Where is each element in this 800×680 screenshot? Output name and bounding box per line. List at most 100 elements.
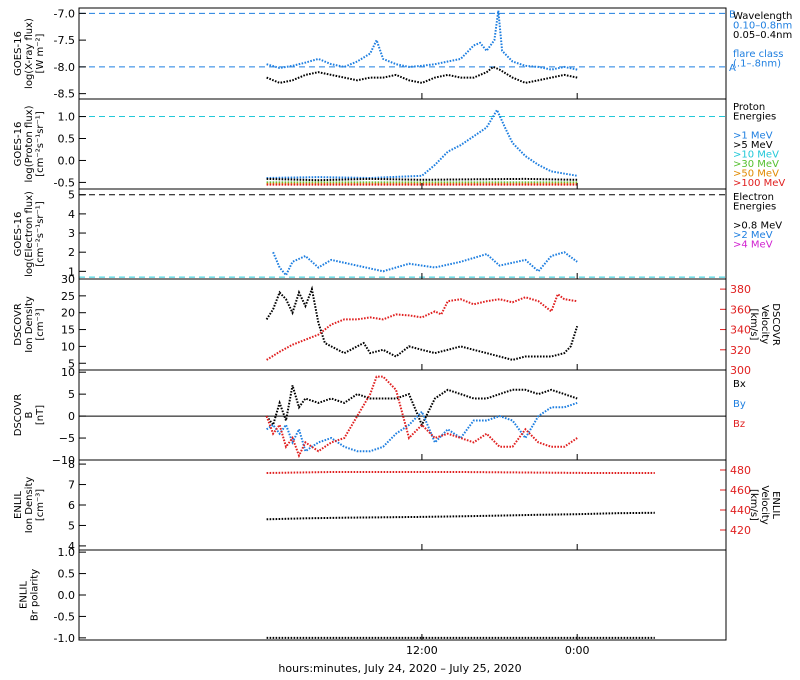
panel-frame bbox=[78, 188, 727, 280]
series-enlil_plasma-1 bbox=[266, 471, 655, 474]
y-tick-label: 0 bbox=[68, 410, 75, 423]
legend-entry: >4 MeV bbox=[733, 240, 773, 251]
y2-tick-label: 360 bbox=[730, 303, 751, 316]
y-tick-label: 5 bbox=[68, 357, 75, 370]
y-tick-label: 0.0 bbox=[58, 589, 76, 602]
y-axis-title-line: B bbox=[24, 411, 35, 418]
y-tick-label: 0.5 bbox=[58, 568, 76, 581]
y-tick-label: 3 bbox=[68, 227, 75, 240]
series-dscovr_mag-1 bbox=[266, 401, 578, 453]
y-axis-title-line: Ion Density bbox=[24, 477, 35, 534]
y-axis-title-line: [cm⁻³] bbox=[35, 308, 46, 340]
y2-axis-title-line: [km/s] bbox=[748, 309, 759, 341]
series-dscovr_mag-0 bbox=[265, 385, 578, 428]
y-axis-title: GOES-16log(Proton flux)[cm⁻²s⁻¹sr⁻¹] bbox=[13, 105, 46, 182]
y-tick-label: -7.5 bbox=[54, 34, 75, 47]
legend-entry: >10 MeV bbox=[733, 150, 779, 161]
y2-axis-title-line: ENLIL bbox=[770, 491, 781, 519]
y-tick-label: 0.0 bbox=[58, 154, 76, 167]
y-tick-label: 10 bbox=[61, 340, 75, 353]
legend-entry: 0.10–0.8nm bbox=[733, 21, 792, 32]
legend-entry: >2 MeV bbox=[733, 230, 773, 241]
legend-entry: (.1–.8nm) bbox=[733, 59, 781, 70]
panel-frame bbox=[78, 7, 727, 100]
y-axis-title: DSCOVRIon Density[cm⁻³] bbox=[13, 296, 46, 353]
panel-dscovr_plasma: 51015202530300320340360380DSCOVRVelocity… bbox=[13, 273, 781, 377]
legend-entry: Bx bbox=[733, 379, 746, 390]
series-xray-1 bbox=[266, 65, 578, 84]
y-axis-title-line: GOES-16 bbox=[13, 122, 24, 167]
y-axis-title-line: ENLIL bbox=[13, 491, 24, 519]
y-tick-label: −10 bbox=[52, 454, 75, 467]
y-tick-label: 1.0 bbox=[58, 546, 76, 559]
y-axis-title: DSCOVRB[nT] bbox=[13, 394, 46, 437]
y-tick-label: 4 bbox=[68, 208, 75, 221]
y-tick-label: 25 bbox=[61, 290, 75, 303]
y2-tick-label: 320 bbox=[730, 344, 751, 357]
series-dscovr_plasma-0 bbox=[265, 285, 579, 361]
reference-line-label: A bbox=[729, 63, 736, 74]
y2-axis-title-line: Velocity bbox=[759, 485, 770, 524]
y2-axis-title-line: DSCOVR bbox=[770, 303, 781, 346]
series-dscovr_plasma-1 bbox=[266, 292, 578, 361]
y-tick-label: 10 bbox=[61, 366, 75, 379]
y-axis-title-line: [W m⁻²] bbox=[35, 33, 46, 73]
x-axis-title: hours:minutes, July 24, 2020 – July 25, … bbox=[278, 662, 521, 675]
x-tick-label: 12:00 bbox=[406, 644, 438, 657]
legend-entry: >0.8 MeV bbox=[733, 221, 782, 232]
panel-enlil_plasma: 45678420440460480ENLILVelocity[km/s]ENLI… bbox=[13, 458, 781, 553]
y-tick-label: 6 bbox=[68, 499, 75, 512]
y-axis-title-line: Ion Density bbox=[24, 296, 35, 353]
y-axis-title: GOES-16log(X-ray flux)[W m⁻²] bbox=[13, 18, 46, 89]
legend-entry: Energies bbox=[733, 202, 776, 213]
y-tick-label: 7 bbox=[68, 479, 75, 492]
y-axis-title-line: [nT] bbox=[35, 405, 46, 425]
x-tick-label: 0:00 bbox=[565, 644, 590, 657]
y-tick-label: 1 bbox=[68, 265, 75, 278]
y-axis-title: ENLILIon Density[cm⁻³] bbox=[13, 477, 46, 534]
y-tick-label: 15 bbox=[61, 324, 75, 337]
y-tick-label: -7.0 bbox=[54, 7, 75, 20]
y-tick-label: 0.5 bbox=[58, 133, 76, 146]
legend-entry: 0.05–0.4nm bbox=[733, 30, 792, 41]
legend-entry: >50 MeV bbox=[733, 169, 779, 180]
legend-entry: Electron bbox=[733, 192, 774, 203]
y2-axis-title: ENLILVelocity[km/s] bbox=[748, 485, 781, 524]
y-tick-label: 20 bbox=[61, 307, 75, 320]
y-axis-title-line: GOES-16 bbox=[13, 212, 24, 257]
y2-tick-label: 480 bbox=[730, 464, 751, 477]
y-tick-label: -0.5 bbox=[54, 610, 75, 623]
y-tick-label: 2 bbox=[68, 246, 75, 259]
series-proton-0 bbox=[266, 107, 578, 180]
panel-proton: -0.5 0.0 0.5 1.0 GOES-16log(Proton flux)[cm⁻… bbox=[13, 98, 785, 190]
y-axis-title: ENLILBr polarity bbox=[19, 569, 41, 621]
y2-tick-label: 460 bbox=[730, 484, 751, 497]
panel-frame bbox=[78, 549, 727, 641]
panels: B A -8.5 -8.0 -7.5 -7.0 GOES-16log(X-ray flux)… bbox=[13, 7, 792, 657]
y2-tick-label: 380 bbox=[730, 283, 751, 296]
y-axis-title-line: DSCOVR bbox=[13, 303, 24, 346]
panel-frame bbox=[78, 278, 727, 371]
panel-frame bbox=[78, 459, 727, 551]
series-xray-0 bbox=[266, 10, 578, 71]
y-axis-title-line: [cm⁻²s⁻¹sr⁻¹] bbox=[35, 201, 46, 267]
y-tick-label: 5 bbox=[68, 519, 75, 532]
panel-dscovr_mag: −10 −5 0 5 10 DSCOVRB[nT] Bx By Bz bbox=[13, 366, 746, 467]
series-enlil_plasma-0 bbox=[266, 511, 655, 521]
y-axis-title-line: Br polarity bbox=[30, 569, 41, 621]
y2-tick-label: 300 bbox=[730, 364, 751, 377]
series-electron-0 bbox=[272, 251, 578, 278]
legend-entry: flare class bbox=[733, 49, 783, 60]
reference-line-label: B bbox=[729, 9, 736, 20]
y2-axis-title-line: [km/s] bbox=[748, 489, 759, 521]
y-tick-label: 5 bbox=[68, 388, 75, 401]
panel-electron: 1 2 3 4 5 GOES-16log(Electron flux)[cm⁻²s⁻¹sr… bbox=[13, 188, 782, 280]
y-tick-label: -8.0 bbox=[54, 61, 75, 74]
legend-entry: >30 MeV bbox=[733, 159, 779, 170]
y-tick-label: 8 bbox=[68, 458, 75, 471]
y2-axis-title-line: Velocity bbox=[759, 305, 770, 344]
y-axis-title-line: [cm⁻³] bbox=[35, 489, 46, 521]
y-tick-label: -8.5 bbox=[54, 88, 75, 101]
y-axis-title-line: ENLIL bbox=[19, 581, 30, 609]
legend-entry: Bz bbox=[733, 419, 745, 430]
